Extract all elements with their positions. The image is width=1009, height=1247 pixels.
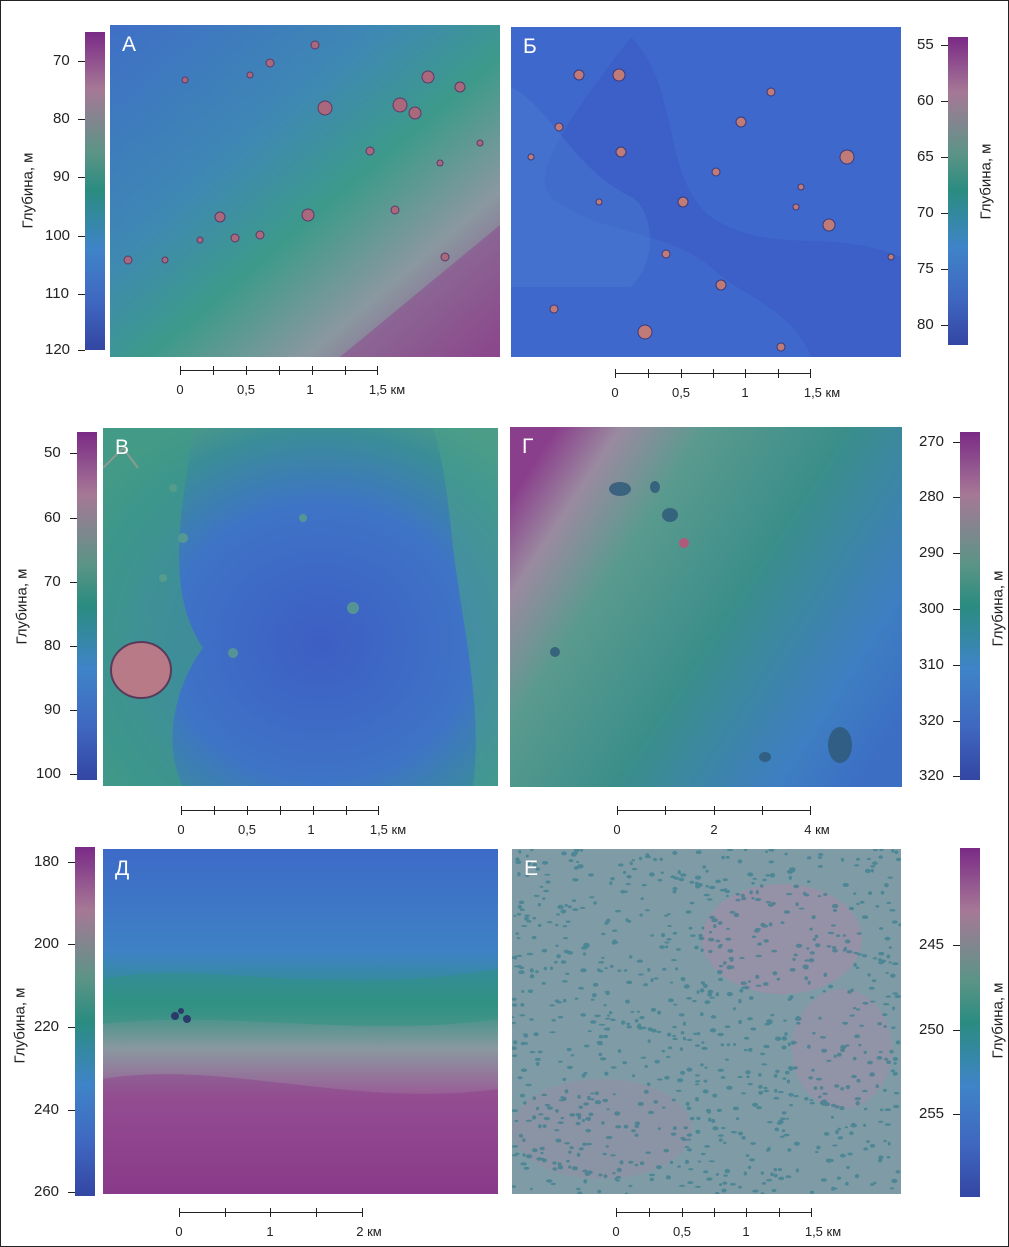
axis-label-b: Глубина, м (977, 143, 995, 220)
tick-b-65: 65 (917, 148, 934, 165)
map-panel-d: Д (103, 849, 498, 1194)
panel-letter-v: В (115, 436, 130, 459)
tick-e-255: 255 (919, 1105, 945, 1122)
axis-label-d: Глубина, м (11, 987, 29, 1064)
panel-letter-a: А (122, 33, 137, 56)
tick-g-290: 290 (919, 544, 945, 561)
tick-a-80: 80 (53, 110, 70, 127)
tick-g-270: 270 (919, 433, 945, 450)
colorbar-a (85, 32, 105, 350)
panel-letter-b: Б (523, 35, 537, 58)
tick-a-90: 90 (53, 168, 70, 185)
tick-d-220: 220 (34, 1018, 60, 1035)
axis-label-g: Глубина, м (989, 570, 1007, 647)
map-panel-a: А (110, 25, 500, 357)
panel-letter-e: Е (524, 857, 539, 880)
tick-a-100: 100 (45, 227, 71, 244)
tick-g-320: 320 (919, 712, 945, 729)
tick-a-70: 70 (53, 52, 70, 69)
tick-d-240: 240 (34, 1101, 60, 1118)
tick-d-200: 200 (34, 935, 60, 952)
map-panel-e: Е (512, 849, 901, 1194)
tick-g-300: 300 (919, 600, 945, 617)
tick-v-50: 50 (44, 444, 61, 461)
tick-d-180: 180 (34, 853, 60, 870)
map-panel-b: Б (511, 27, 901, 357)
tick-v-80: 80 (44, 637, 61, 654)
tick-e-250: 250 (919, 1021, 945, 1038)
map-panel-g: Г (510, 427, 902, 787)
colorbar-v (77, 432, 97, 780)
axis-label-e: Глубина, м (989, 982, 1007, 1059)
tick-b-75: 75 (917, 260, 934, 277)
tick-b-60: 60 (917, 92, 934, 109)
panel-letter-g: Г (522, 435, 534, 458)
axis-label-a: Глубина, м (19, 152, 37, 229)
tick-b-70: 70 (917, 204, 934, 221)
tick-a-110: 110 (45, 285, 69, 302)
colorbar-e (960, 848, 980, 1197)
tick-g-310: 310 (919, 656, 945, 673)
tick-b-55: 55 (917, 36, 934, 53)
tick-v-90: 90 (44, 701, 61, 718)
axis-label-v: Глубина, м (13, 568, 31, 645)
tick-v-100: 100 (36, 765, 62, 782)
colorbar-b (948, 37, 968, 345)
tick-d-260: 260 (34, 1183, 60, 1200)
tick-g-280: 280 (919, 488, 945, 505)
colorbar-d (75, 847, 95, 1196)
map-panel-v: В (103, 428, 498, 786)
tick-b-80: 80 (917, 316, 934, 333)
tick-e-245: 245 (919, 936, 945, 953)
colorbar-g (960, 432, 980, 780)
tick-g-320b: 320 (919, 767, 945, 784)
tick-a-120: 120 (45, 341, 71, 358)
panel-letter-d: Д (115, 857, 130, 880)
tick-v-60: 60 (44, 509, 61, 526)
tick-v-70: 70 (44, 573, 61, 590)
